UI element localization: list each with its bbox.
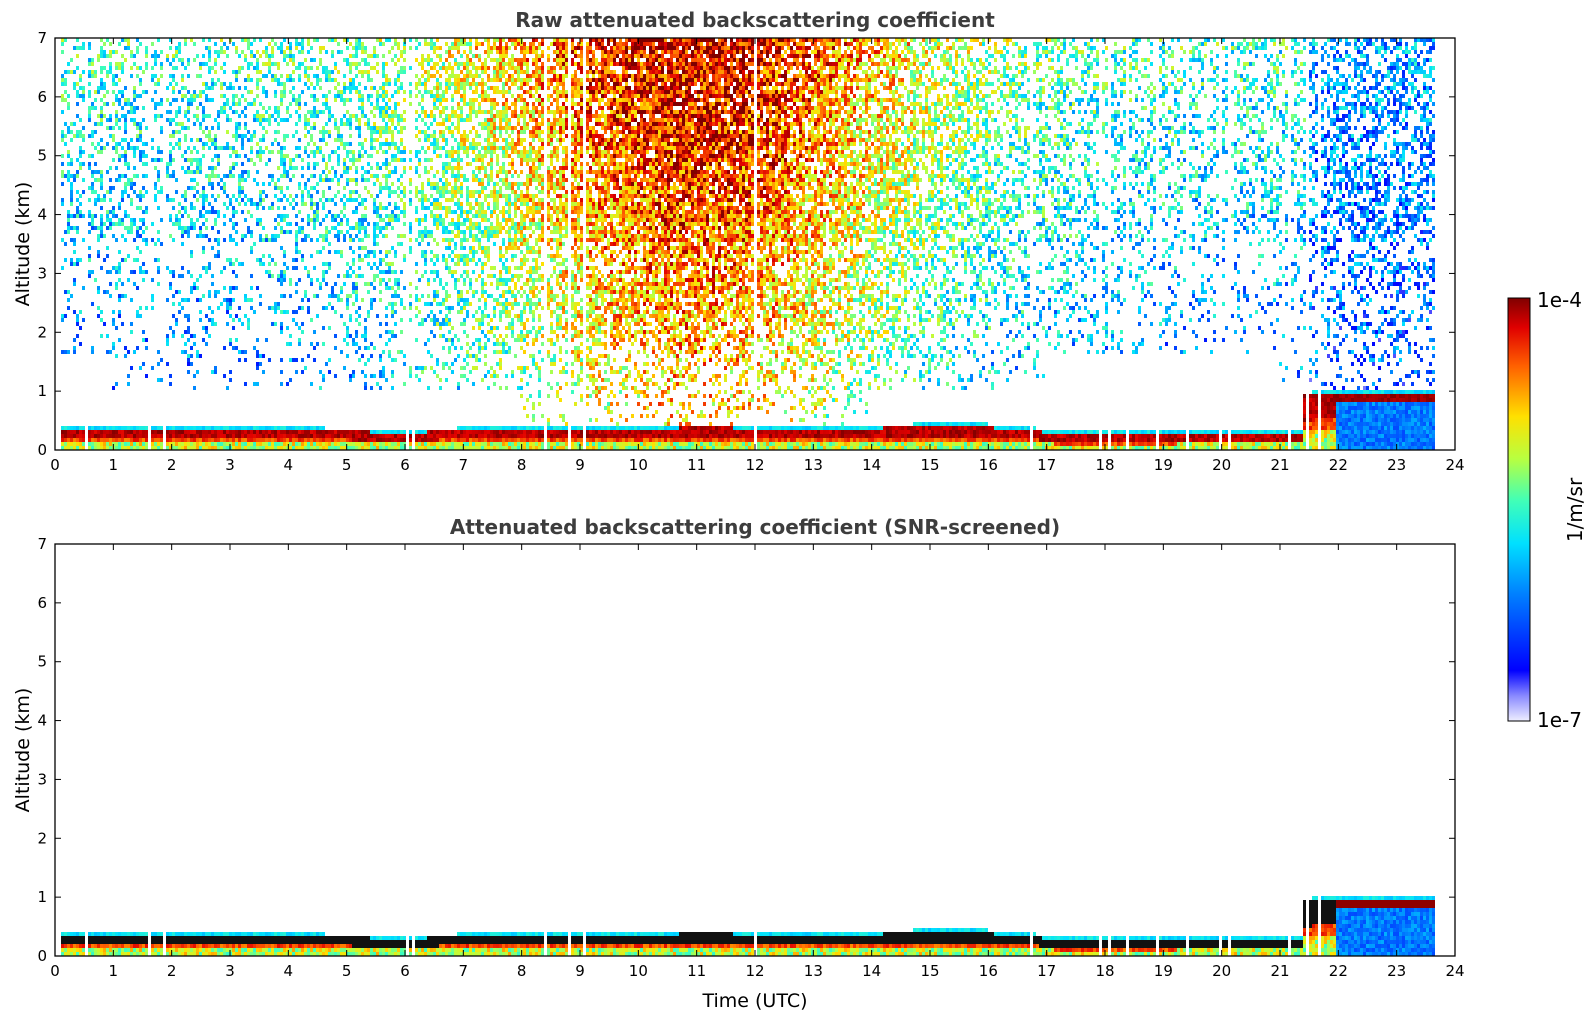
x-tick-label: 8	[517, 456, 527, 474]
colorbar-min-label: 1e-7	[1537, 708, 1582, 732]
x-tick-label: 9	[575, 456, 585, 474]
x-tick-label: 7	[459, 456, 469, 474]
panel-raw-ticks: 0 1 2 3 4 5 6 7 8 9 10 11 12 13 14 15 16 17 18 19 20 21 22 23 24…	[37, 29, 1464, 474]
panel-raw: Raw attenuated backscattering coefficien…	[12, 8, 1465, 474]
x-tick-label: 18	[1095, 456, 1114, 474]
x-tick-label: 11	[687, 962, 706, 980]
x-tick-label: 20	[1212, 962, 1231, 980]
panel-raw-heatmap	[61, 38, 1435, 450]
colorbar-max-label: 1e-4	[1537, 288, 1582, 312]
panel-screened-heatmap	[61, 896, 1435, 956]
y-tick-label: 4	[37, 712, 47, 730]
panel-raw-title: Raw attenuated backscattering coefficien…	[515, 8, 995, 32]
x-tick-label: 23	[1387, 456, 1406, 474]
x-tick-label: 5	[342, 456, 352, 474]
y-tick-label: 0	[37, 441, 47, 459]
x-tick-label: 14	[862, 456, 881, 474]
panel-screened-ylabel: Altitude (km)	[12, 688, 34, 813]
x-tick-label: 10	[629, 962, 648, 980]
x-tick-label: 2	[167, 456, 177, 474]
x-tick-label: 3	[225, 456, 235, 474]
y-tick-label: 6	[37, 88, 47, 106]
x-tick-label: 0	[50, 456, 60, 474]
x-tick-label: 22	[1329, 456, 1348, 474]
x-tick-label: 1	[109, 456, 119, 474]
x-tick-label: 21	[1270, 456, 1289, 474]
panel-screened-frame	[54, 543, 1456, 957]
x-tick-label: 15	[920, 962, 939, 980]
x-tick-label: 14	[862, 962, 881, 980]
x-tick-label: 20	[1212, 456, 1231, 474]
colorbar-scale	[1507, 297, 1531, 722]
x-tick-label: 4	[284, 456, 294, 474]
x-tick-label: 18	[1095, 962, 1114, 980]
y-tick-label: 3	[37, 770, 47, 788]
y-tick-label: 5	[37, 653, 47, 671]
x-tick-label: 24	[1445, 962, 1464, 980]
y-tick-label: 1	[37, 888, 47, 906]
x-tick-label: 7	[459, 962, 469, 980]
y-tick-label: 2	[37, 323, 47, 341]
y-tick-label: 7	[37, 535, 47, 553]
y-tick-label: 0	[37, 947, 47, 965]
x-tick-label: 2	[167, 962, 177, 980]
panel-screened-title: Attenuated backscattering coefficient (S…	[450, 515, 1060, 539]
y-tick-label: 1	[37, 382, 47, 400]
x-tick-label: 21	[1270, 962, 1289, 980]
x-tick-label: 13	[804, 962, 823, 980]
y-tick-label: 2	[37, 829, 47, 847]
x-tick-label: 12	[745, 962, 764, 980]
panel-screened-ticks: 0 1 2 3 4 5 6 7 8 9 10 11 12 13 14 15 16 17 18 19 20 21 22 23 24…	[37, 535, 1464, 980]
colorbar-unit-label: 1/m/sr	[1563, 477, 1587, 542]
x-tick-label: 23	[1387, 962, 1406, 980]
x-tick-label: 1	[109, 962, 119, 980]
y-tick-label: 4	[37, 206, 47, 224]
x-tick-label: 12	[745, 456, 764, 474]
x-tick-label: 19	[1154, 962, 1173, 980]
x-tick-label: 9	[575, 962, 585, 980]
x-tick-label: 0	[50, 962, 60, 980]
x-tick-label: 3	[225, 962, 235, 980]
x-tick-label: 8	[517, 962, 527, 980]
y-tick-label: 7	[37, 29, 47, 47]
panel-screened: Attenuated backscattering coefficient (S…	[12, 515, 1465, 1012]
y-tick-label: 3	[37, 264, 47, 282]
x-tick-label: 11	[687, 456, 706, 474]
x-tick-label: 17	[1037, 962, 1056, 980]
x-tick-label: 10	[629, 456, 648, 474]
x-tick-label: 6	[400, 456, 410, 474]
y-tick-label: 5	[37, 147, 47, 165]
y-tick-label: 6	[37, 594, 47, 612]
x-tick-label: 22	[1329, 962, 1348, 980]
panel-raw-ylabel: Altitude (km)	[12, 182, 34, 307]
x-tick-label: 24	[1445, 456, 1464, 474]
x-tick-label: 6	[400, 962, 410, 980]
x-tick-label: 13	[804, 456, 823, 474]
x-tick-label: 16	[979, 962, 998, 980]
x-tick-label: 19	[1154, 456, 1173, 474]
x-tick-label: 17	[1037, 456, 1056, 474]
x-tick-label: 16	[979, 456, 998, 474]
colorbar: 1e-4 1e-7 1/m/sr	[1507, 288, 1587, 732]
x-tick-label: 4	[284, 962, 294, 980]
panel-screened-xlabel: Time (UTC)	[701, 990, 807, 1012]
x-tick-label: 5	[342, 962, 352, 980]
x-tick-label: 15	[920, 456, 939, 474]
